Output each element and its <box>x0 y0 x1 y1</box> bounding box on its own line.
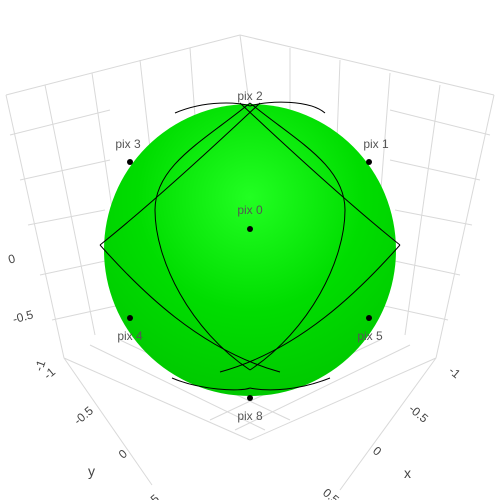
x-axis-title: x <box>404 465 411 481</box>
z-tick: -0.5 <box>11 307 35 326</box>
grid-lines <box>5 34 495 491</box>
y-tick: 0.5 <box>140 491 162 500</box>
y-tick: 0 <box>116 446 130 461</box>
x-tick: -1 <box>446 364 463 382</box>
y-axis-title: y <box>88 463 95 479</box>
pix-1-marker <box>366 159 372 165</box>
y-tick: -0.5 <box>71 403 96 427</box>
pixel-boundaries <box>99 101 401 391</box>
pix-5-label: pix 5 <box>357 329 383 343</box>
pix-3-marker <box>127 159 133 165</box>
pixel-markers <box>127 159 372 401</box>
pix-4-marker <box>127 315 133 321</box>
z-axis-ticks: -1 -0.5 0 <box>7 251 49 373</box>
pix-0-marker <box>247 226 253 232</box>
z-tick: -1 <box>32 358 49 373</box>
x-axis: -1 -0.5 0 0.5 x <box>320 364 463 500</box>
pix-5-marker <box>366 315 372 321</box>
pix-2-label: pix 2 <box>237 89 263 103</box>
pix-0-label: pix 0 <box>237 203 263 217</box>
pix-4-label: pix 4 <box>117 329 143 343</box>
y-axis: -1 -0.5 0 0.5 y <box>41 365 162 500</box>
pix-3-label: pix 3 <box>115 137 141 151</box>
pix-1-label: pix 1 <box>363 137 389 151</box>
pix-8-label: pix 8 <box>237 409 263 423</box>
x-tick: 0.5 <box>320 486 342 500</box>
x-tick: -0.5 <box>406 402 431 426</box>
pix-8-marker <box>247 395 253 401</box>
sphere <box>104 104 396 396</box>
z-tick: 0 <box>7 251 17 266</box>
pixel-labels: pix 0 pix 1 pix 2 pix 3 pix 4 pix 5 pix … <box>115 89 389 423</box>
